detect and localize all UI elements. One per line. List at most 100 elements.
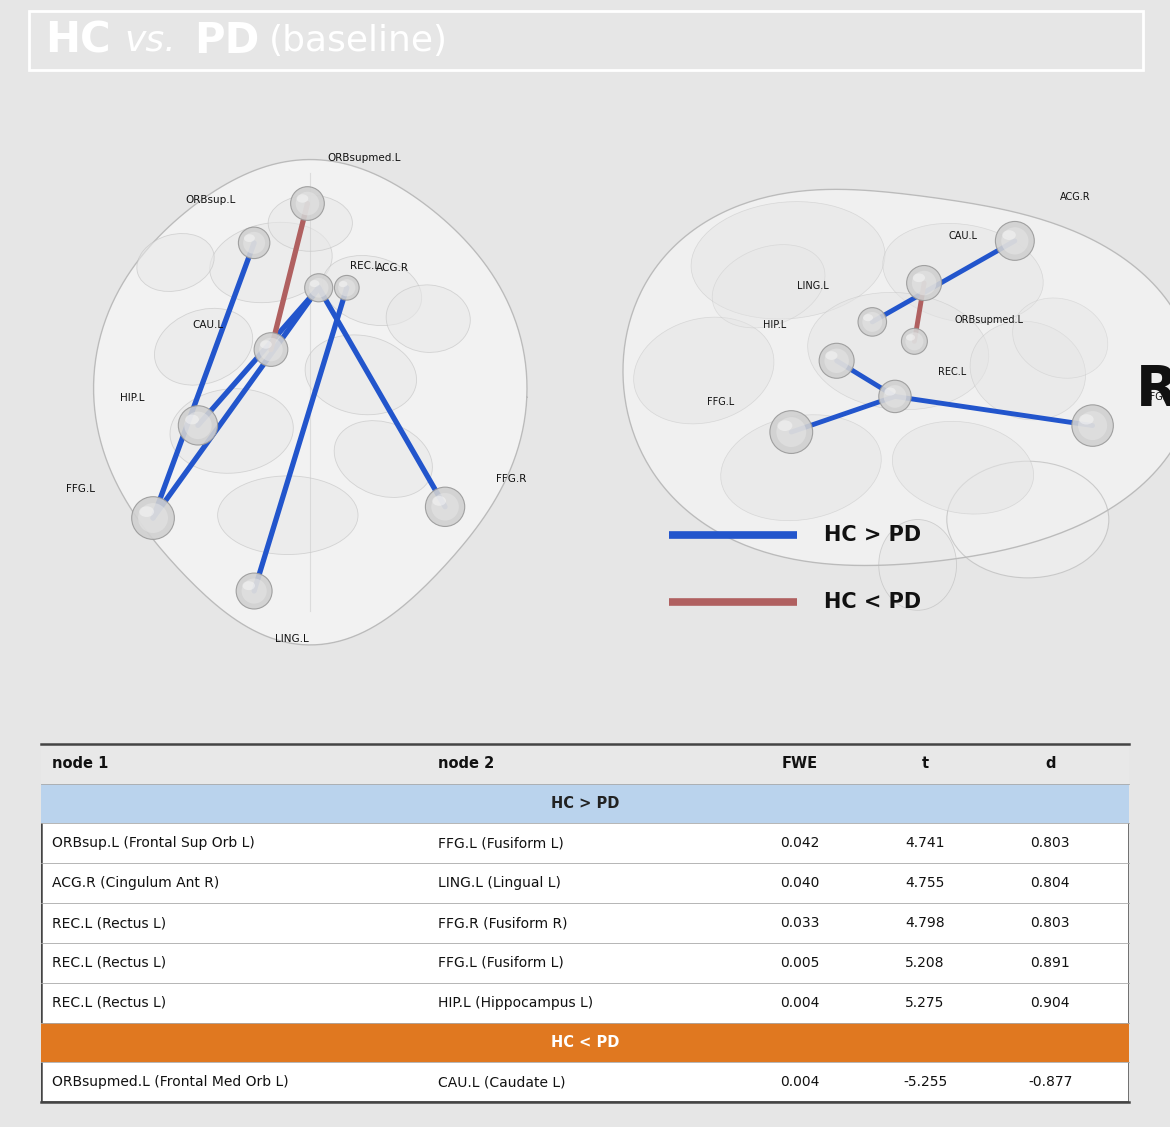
Ellipse shape [218, 476, 358, 554]
Ellipse shape [885, 388, 896, 396]
Text: FFG.R: FFG.R [1144, 391, 1170, 401]
Ellipse shape [825, 352, 838, 360]
Ellipse shape [386, 285, 470, 353]
Ellipse shape [879, 380, 911, 412]
Text: (baseline): (baseline) [269, 24, 448, 57]
Ellipse shape [268, 195, 352, 251]
Ellipse shape [970, 321, 1086, 420]
Text: HC > PD: HC > PD [824, 525, 921, 545]
Ellipse shape [242, 582, 255, 591]
Text: CAU.L (Caudate L): CAU.L (Caudate L) [438, 1075, 565, 1090]
Ellipse shape [825, 348, 849, 373]
Text: 4.755: 4.755 [906, 876, 944, 890]
Text: FFG.L (Fusiform L): FFG.L (Fusiform L) [438, 956, 564, 970]
Text: 4.741: 4.741 [906, 836, 945, 851]
Ellipse shape [323, 256, 421, 326]
Text: REC.L: REC.L [350, 261, 380, 270]
Ellipse shape [132, 497, 174, 540]
Polygon shape [94, 160, 526, 645]
Text: 5.275: 5.275 [906, 995, 944, 1010]
Ellipse shape [432, 496, 446, 506]
Text: node 1: node 1 [51, 756, 108, 771]
Ellipse shape [901, 328, 928, 354]
Ellipse shape [858, 308, 887, 336]
Text: CAU.L: CAU.L [192, 320, 223, 330]
Ellipse shape [1072, 405, 1114, 446]
Ellipse shape [907, 266, 942, 301]
Text: HC < PD: HC < PD [551, 1035, 619, 1050]
Text: 5.208: 5.208 [906, 956, 945, 970]
Ellipse shape [209, 222, 332, 303]
Text: REC.L: REC.L [938, 367, 966, 376]
Ellipse shape [305, 335, 417, 415]
Ellipse shape [310, 279, 319, 287]
Text: HC > PD: HC > PD [551, 796, 619, 811]
Text: ORBsupmed.L: ORBsupmed.L [955, 316, 1024, 325]
Text: 4.798: 4.798 [906, 916, 945, 930]
Ellipse shape [879, 520, 957, 611]
Ellipse shape [309, 278, 329, 298]
Text: node 2: node 2 [438, 756, 495, 771]
Text: vs.: vs. [124, 24, 176, 57]
Text: FFG.L: FFG.L [707, 398, 735, 408]
Text: 0.005: 0.005 [780, 956, 820, 970]
Ellipse shape [883, 223, 1044, 323]
Ellipse shape [243, 232, 266, 254]
Text: ORBsupmed.L (Frontal Med Orb L): ORBsupmed.L (Frontal Med Orb L) [51, 1075, 289, 1090]
Ellipse shape [339, 281, 347, 287]
Ellipse shape [893, 421, 1033, 514]
Text: ACG.R: ACG.R [1060, 192, 1090, 202]
Text: FFG.L (Fusiform L): FFG.L (Fusiform L) [438, 836, 564, 851]
Text: ORBsupmed.L: ORBsupmed.L [328, 153, 400, 163]
Bar [41, 1022, 1129, 1063]
Ellipse shape [947, 461, 1109, 578]
Ellipse shape [721, 415, 881, 521]
Text: ORBsup.L: ORBsup.L [185, 195, 235, 205]
Ellipse shape [296, 192, 319, 215]
Ellipse shape [138, 503, 168, 533]
Polygon shape [622, 189, 1170, 566]
Ellipse shape [777, 417, 806, 447]
Text: 0.033: 0.033 [780, 916, 820, 930]
Ellipse shape [906, 332, 923, 350]
Ellipse shape [239, 228, 270, 258]
Ellipse shape [335, 275, 359, 300]
Ellipse shape [184, 411, 212, 440]
Ellipse shape [254, 332, 288, 366]
Ellipse shape [819, 344, 854, 379]
Text: 0.803: 0.803 [1031, 836, 1069, 851]
Text: 0.891: 0.891 [1031, 956, 1071, 970]
Text: -5.255: -5.255 [903, 1075, 948, 1090]
Text: LING.L (Lingual L): LING.L (Lingual L) [438, 876, 560, 890]
Ellipse shape [863, 314, 873, 321]
Text: ACG.R: ACG.R [376, 263, 409, 273]
Text: 0.904: 0.904 [1031, 995, 1069, 1010]
Text: FFG.L: FFG.L [67, 483, 95, 494]
Ellipse shape [185, 415, 199, 425]
Ellipse shape [1079, 415, 1094, 425]
Ellipse shape [906, 335, 915, 340]
Ellipse shape [777, 420, 792, 431]
Ellipse shape [241, 578, 267, 604]
Ellipse shape [296, 194, 309, 203]
Ellipse shape [335, 420, 433, 497]
Ellipse shape [170, 389, 294, 473]
Ellipse shape [260, 338, 283, 362]
Text: REC.L (Rectus L): REC.L (Rectus L) [51, 916, 166, 930]
Ellipse shape [807, 292, 989, 410]
Text: CAU.L: CAU.L [948, 231, 977, 241]
Ellipse shape [691, 202, 885, 319]
Ellipse shape [911, 270, 936, 295]
Bar [41, 783, 1129, 824]
Text: FFG.R: FFG.R [496, 474, 526, 485]
Ellipse shape [290, 187, 324, 221]
Ellipse shape [1078, 411, 1107, 441]
Ellipse shape [713, 245, 825, 328]
Text: FWE: FWE [782, 756, 818, 771]
Text: FFG.R (Fusiform R): FFG.R (Fusiform R) [438, 916, 567, 930]
Text: 0.803: 0.803 [1031, 916, 1069, 930]
Text: REC.L (Rectus L): REC.L (Rectus L) [51, 995, 166, 1010]
Text: LING.L: LING.L [275, 635, 309, 645]
Text: 0.042: 0.042 [780, 836, 820, 851]
Ellipse shape [913, 274, 925, 282]
